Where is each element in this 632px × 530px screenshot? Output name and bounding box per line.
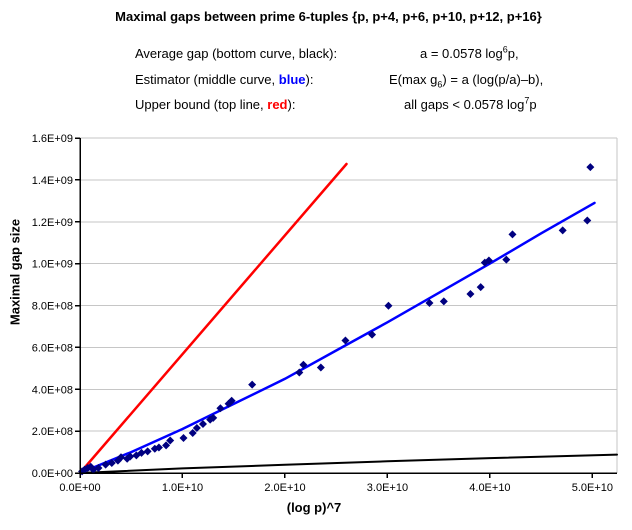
data-point	[188, 429, 197, 438]
x-tick-label: 5.0E+10	[572, 482, 613, 494]
x-tick-label: 0.0E+00	[59, 482, 100, 494]
data-point	[94, 463, 103, 472]
legend-row-formula: a = 0.0578 log6p,	[420, 44, 519, 61]
data-point	[166, 436, 175, 445]
data-point	[198, 420, 207, 429]
y-tick-label: 1.0E+09	[32, 259, 73, 271]
x-tick-label: 3.0E+10	[367, 482, 408, 494]
data-point	[216, 404, 225, 413]
data-point	[126, 452, 135, 461]
legend-row-label: Estimator (middle curve, blue):	[135, 72, 314, 87]
black-average-gap-line	[79, 453, 618, 474]
data-point	[341, 336, 350, 345]
legend-row-formula: E(max g6) = a (log(p/a)–b),	[389, 72, 544, 90]
data-point	[484, 256, 493, 265]
data-point	[137, 448, 146, 457]
data-point	[316, 363, 325, 372]
blue-estimator-line	[78, 201, 596, 475]
data-point	[162, 441, 171, 450]
data-point	[368, 330, 377, 339]
y-tick-label: 1.2E+09	[32, 217, 73, 229]
legend-row-label: Upper bound (top line, red):	[135, 97, 296, 112]
chart-title: Maximal gaps between prime 6-tuples {p, …	[115, 9, 542, 24]
data-point	[384, 301, 393, 310]
x-tick-label: 4.0E+10	[469, 482, 510, 494]
x-tick-label: 1.0E+10	[162, 482, 203, 494]
data-point	[586, 163, 595, 172]
data-point	[192, 423, 201, 432]
data-point	[425, 298, 434, 307]
legend-color-word: red	[267, 97, 288, 112]
data-point	[466, 289, 475, 298]
x-axis-title: (log p)^7	[286, 500, 342, 515]
y-tick-label: 6.0E+08	[32, 342, 73, 354]
data-point	[179, 434, 188, 443]
data-point	[154, 443, 163, 452]
data-point	[248, 380, 257, 389]
y-tick-label: 1.6E+09	[32, 133, 73, 145]
legend-row-label: Average gap (bottom curve, black):	[135, 46, 338, 61]
data-point	[299, 360, 308, 369]
y-tick-label: 2.0E+08	[32, 426, 73, 438]
data-point	[227, 396, 236, 405]
y-tick-label: 8.0E+08	[32, 301, 73, 313]
legend-row: Estimator (middle curve, blue): E(max g6)…	[0, 72, 632, 90]
data-point	[558, 226, 567, 235]
legend-color-word: blue	[278, 72, 306, 87]
data-point	[116, 453, 125, 462]
data-point	[101, 460, 110, 469]
x-tick-label: 2.0E+10	[264, 482, 305, 494]
data-point	[295, 368, 304, 377]
legend-row: Upper bound (top line, red): all gaps < 0…	[0, 95, 632, 115]
data-point	[439, 297, 448, 306]
legend-row: Average gap (bottom curve, black): a = 0.…	[0, 44, 632, 64]
data-point	[502, 255, 511, 264]
y-tick-label: 0.0E+00	[32, 468, 73, 480]
y-axis-title: Maximal gap size	[7, 218, 23, 326]
y-tick-label: 4.0E+08	[32, 384, 73, 396]
y-tick-label: 1.4E+09	[32, 175, 73, 187]
legend-row-formula: all gaps < 0.0578 log7p	[404, 95, 537, 112]
data-point	[209, 413, 218, 422]
data-point	[107, 458, 116, 467]
data-point	[476, 283, 485, 292]
data-point	[508, 230, 517, 239]
data-point	[583, 216, 592, 225]
data-point	[143, 447, 152, 456]
red-upper-bound-line	[78, 162, 348, 475]
